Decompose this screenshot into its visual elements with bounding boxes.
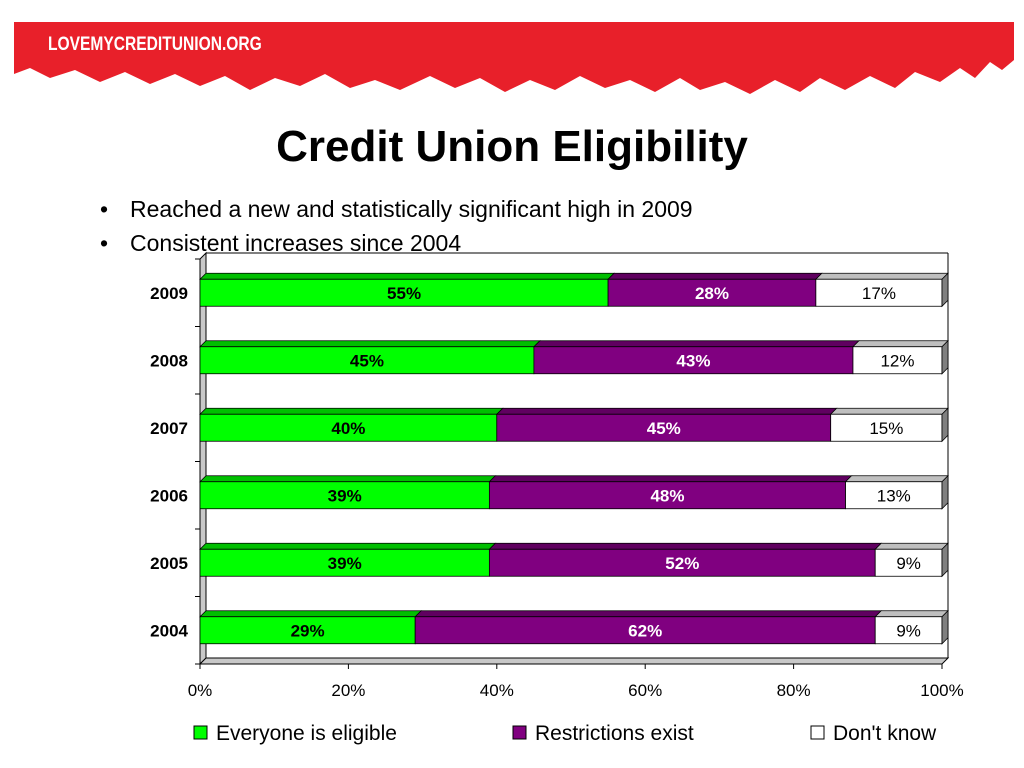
bar-end-face <box>941 272 949 308</box>
category-label: 2009 <box>150 284 188 303</box>
x-tick-label: 100% <box>920 681 963 700</box>
bar-top-face <box>844 475 949 483</box>
bar-end-face <box>941 339 949 375</box>
bar-top-face <box>495 407 838 415</box>
bar-top-face <box>488 475 853 483</box>
bar-top-face <box>532 340 860 348</box>
data-label: 12% <box>880 351 914 370</box>
data-label: 45% <box>350 351 384 370</box>
bar-top-face <box>814 272 949 280</box>
bar-segment <box>488 481 846 510</box>
bar-segment <box>874 616 943 645</box>
x-tick-label: 20% <box>331 681 365 700</box>
bar-segment <box>533 346 854 375</box>
plot-area <box>200 253 948 664</box>
bar-top-face <box>199 340 541 348</box>
category-label: 2004 <box>150 621 188 640</box>
legend-label: Restrictions exist <box>535 722 694 745</box>
bar-segment <box>199 278 609 307</box>
bar-segment <box>199 413 498 442</box>
bar-top-face <box>414 610 883 618</box>
bar-top-face <box>199 475 497 483</box>
bullet-list: Reached a new and statistically signific… <box>100 192 693 260</box>
bar-top-face <box>874 610 949 618</box>
data-label: 62% <box>628 621 662 640</box>
brand-logo: LOVEMYCREDITUNION.ORG <box>48 34 262 55</box>
bar-top-face <box>607 272 823 280</box>
page-title: Credit Union Eligibility <box>276 122 748 171</box>
bar-top-face <box>199 272 616 280</box>
legend-swatch <box>193 725 208 740</box>
bar-top-face <box>199 542 497 550</box>
bullet-item: Reached a new and statistically signific… <box>100 192 693 226</box>
banner-shape <box>14 22 1014 94</box>
x-tick-label: 40% <box>480 681 514 700</box>
category-label: 2006 <box>150 486 188 505</box>
data-label: 39% <box>328 486 362 505</box>
header-banner <box>14 22 1014 94</box>
data-label: 29% <box>291 621 325 640</box>
bar-top-face <box>199 610 423 618</box>
bar-top-face <box>199 407 504 415</box>
bar-segment <box>199 548 490 577</box>
x-tick-label: 0% <box>188 681 213 700</box>
bar-top-face <box>874 542 949 550</box>
category-label: 2007 <box>150 419 188 438</box>
legend-label: Everyone is eligible <box>216 722 397 745</box>
bar-segment <box>199 481 490 510</box>
legend-swatch <box>810 725 825 740</box>
floor <box>198 657 950 665</box>
data-label: 52% <box>665 554 699 573</box>
bar-segment <box>852 346 943 375</box>
x-tick-label: 60% <box>628 681 662 700</box>
bar-segment <box>607 278 817 307</box>
bar-segment <box>414 616 876 645</box>
data-label: 28% <box>695 284 729 303</box>
bullet-item: Consistent increases since 2004 <box>100 226 693 260</box>
bar-segment <box>496 413 832 442</box>
data-label: 45% <box>647 419 681 438</box>
side-wall <box>199 251 207 666</box>
data-label: 17% <box>862 284 896 303</box>
bar-top-face <box>488 542 883 550</box>
bar-top-face <box>829 407 949 415</box>
bar-segment <box>488 548 876 577</box>
data-label: 40% <box>331 419 365 438</box>
data-label: 43% <box>676 351 710 370</box>
data-label: 15% <box>869 419 903 438</box>
bar-end-face <box>941 474 949 510</box>
data-label: 39% <box>328 554 362 573</box>
data-label: 9% <box>896 621 921 640</box>
data-label: 55% <box>387 284 421 303</box>
bar-end-face <box>941 407 949 443</box>
bar-segment <box>845 481 943 510</box>
bar-top-face <box>851 340 949 348</box>
bar-end-face <box>941 542 949 578</box>
bar-segment <box>199 616 416 645</box>
bar-end-face <box>941 609 949 645</box>
data-label: 13% <box>877 486 911 505</box>
data-label: 48% <box>650 486 684 505</box>
x-tick-label: 80% <box>777 681 811 700</box>
category-label: 2008 <box>150 351 188 370</box>
category-label: 2005 <box>150 554 188 573</box>
legend-label: Don't know <box>833 722 937 745</box>
bar-segment <box>815 278 943 307</box>
legend-swatch <box>512 725 527 740</box>
data-label: 9% <box>896 554 921 573</box>
bar-segment <box>830 413 943 442</box>
